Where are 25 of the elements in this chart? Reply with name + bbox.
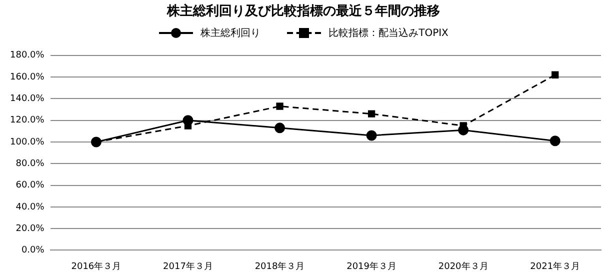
point: [550, 136, 560, 146]
point: [366, 130, 377, 141]
y-tick-label: 140.0%: [10, 94, 45, 104]
y-tick-label: 180.0%: [10, 50, 45, 61]
x-tick-label: 2017年３月: [163, 260, 213, 272]
point: [276, 102, 284, 110]
point: [368, 110, 376, 118]
chart-title: 株主総利回り及び比較指標の最近５年間の推移: [166, 2, 441, 21]
y-tick-label: 120.0%: [10, 116, 45, 126]
point: [552, 71, 559, 78]
y-tick-label: 80.0%: [16, 158, 45, 169]
y-tick-label: 40.0%: [16, 202, 45, 212]
legend-label: 比較指標：配当込みTOPIX: [328, 26, 448, 40]
y-tick-label: 160.0%: [10, 72, 45, 82]
y-tick-label: 60.0%: [16, 180, 45, 191]
y-tick-label: 0.0%: [21, 246, 45, 256]
legend-label: 株主総利回り: [200, 26, 261, 40]
x-tick-label: 2018年３月: [254, 260, 305, 272]
x-tick-label: 2019年３月: [346, 260, 396, 272]
x-tick-label: 2021年３月: [530, 260, 580, 272]
point: [274, 122, 286, 134]
x-tick-label: 2016年３月: [71, 260, 122, 272]
x-tick-label: 2020年３月: [438, 260, 488, 272]
y-tick-label: 100.0%: [10, 137, 45, 148]
y-tick-label: 20.0%: [16, 224, 45, 234]
